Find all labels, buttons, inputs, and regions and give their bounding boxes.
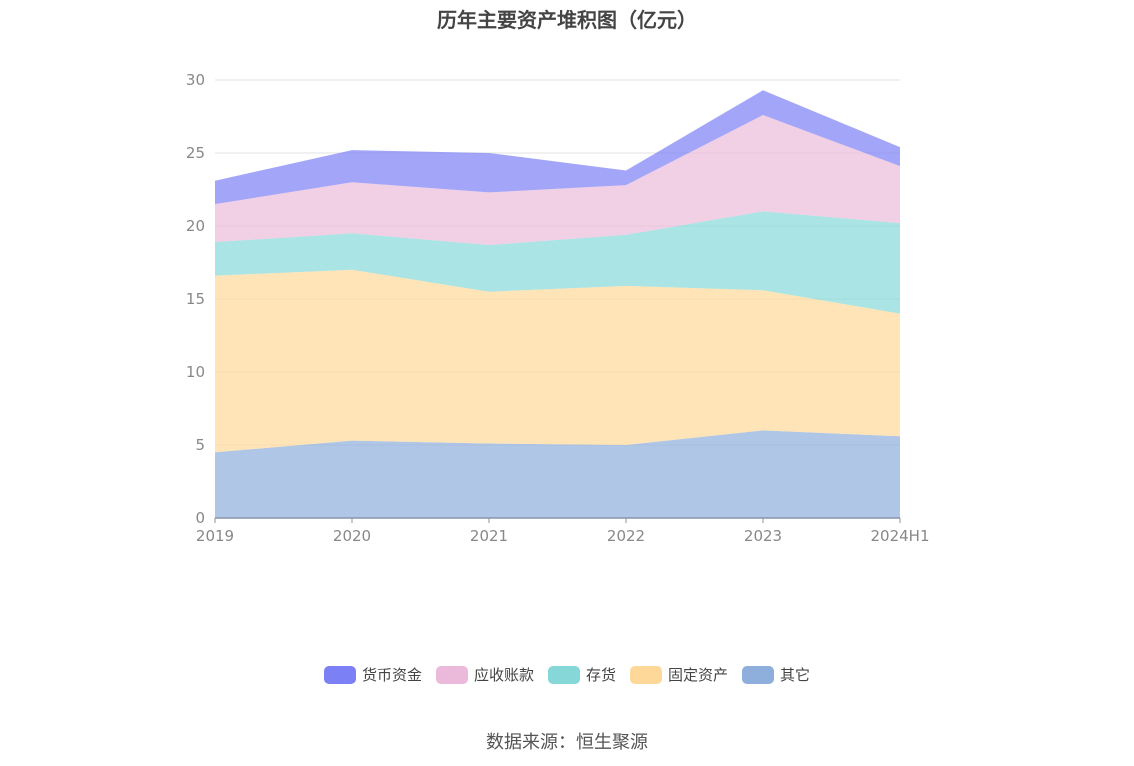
area-series-3 [215, 115, 900, 245]
x-tick-label: 2019 [196, 527, 234, 545]
legend-swatch [435, 665, 468, 684]
data-source: 数据来源：恒生聚源 [486, 732, 648, 753]
axes: 0 5 10 15 20 25 30 2019 2020 2021 2022 2023 2024H1 [186, 71, 930, 545]
y-tick-label: 30 [186, 71, 205, 89]
legend-label: 货币资金 [361, 666, 422, 684]
y-tick-label: 15 [186, 290, 205, 308]
x-tick-label: 2020 [333, 527, 371, 545]
y-tick-label: 20 [186, 217, 205, 235]
y-tick-label: 25 [186, 144, 205, 162]
legend-item[interactable]: 固定资产 [630, 664, 728, 685]
legend-item[interactable]: 货币资金 [323, 664, 422, 685]
area-series [215, 90, 900, 518]
legend: 货币资金 应收账款 存货 固定资产 其它 [0, 664, 1134, 685]
x-tick-label: 2023 [744, 527, 782, 545]
legend-item[interactable]: 应收账款 [435, 664, 534, 685]
legend-swatch [323, 665, 356, 684]
chart-title: 历年主要资产堆积图（亿元） [437, 8, 697, 32]
legend-swatch [547, 665, 580, 684]
x-tick-label: 2024H1 [871, 527, 930, 545]
y-tick-label: 5 [195, 436, 205, 454]
legend-label: 存货 [585, 666, 616, 684]
area-series-2 [215, 211, 900, 314]
legend-swatch [742, 665, 775, 684]
x-tick-label: 2021 [470, 527, 508, 545]
area-series-4 [215, 90, 900, 205]
legend-label: 其它 [780, 666, 811, 684]
legend-swatch [630, 665, 662, 684]
x-tick-label: 2022 [607, 527, 645, 545]
legend-label: 应收账款 [473, 666, 534, 684]
area-series-0 [215, 430, 900, 518]
legend-item[interactable]: 其它 [742, 664, 810, 685]
y-tick-label: 0 [195, 509, 205, 527]
area-series-1 [215, 269, 900, 453]
legend-item[interactable]: 存货 [547, 664, 616, 685]
y-tick-label: 10 [186, 363, 205, 381]
legend-label: 固定资产 [668, 666, 729, 684]
